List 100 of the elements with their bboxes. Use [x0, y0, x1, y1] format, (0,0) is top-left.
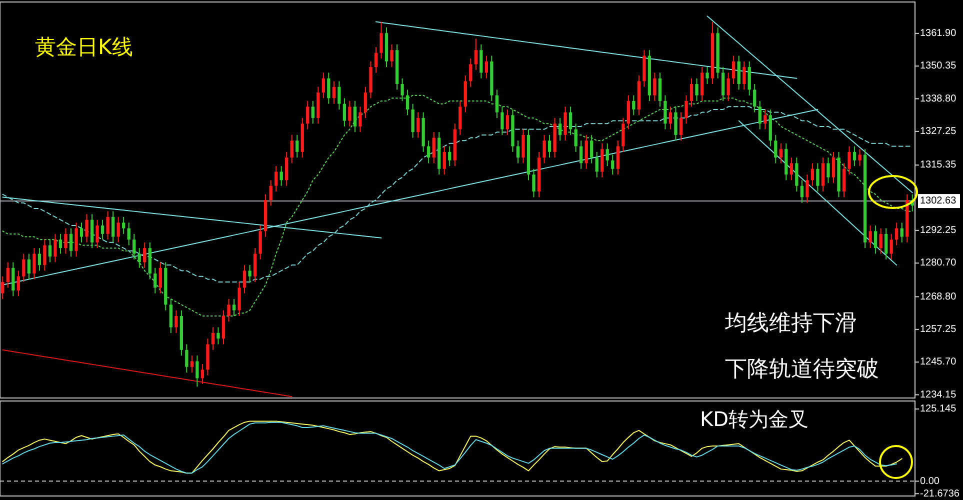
- candlestick: [868, 224, 872, 249]
- candlestick: [890, 233, 893, 260]
- candlestick: [342, 98, 346, 127]
- candlestick: [306, 100, 310, 130]
- candlestick: [338, 80, 341, 110]
- candlestick: [274, 166, 278, 192]
- candlestick: [116, 216, 120, 243]
- candlestick: [664, 94, 667, 130]
- annotation: 下降轨道待突破: [725, 357, 879, 382]
- y-tick-label: 1361.90: [920, 28, 957, 40]
- candlestick: [43, 239, 46, 272]
- candlestick: [706, 66, 709, 85]
- candlestick: [679, 112, 683, 142]
- candlestick: [364, 86, 368, 118]
- candlestick: [668, 106, 672, 130]
- candlestick: [732, 55, 736, 85]
- candlestick: [390, 44, 394, 68]
- candlestick: [548, 134, 552, 158]
- candlestick: [721, 66, 725, 102]
- candlestick: [806, 174, 809, 204]
- candlestick: [32, 248, 36, 280]
- candlestick: [742, 60, 746, 90]
- candlestick: [253, 248, 257, 283]
- candlestick: [242, 264, 246, 294]
- y-tick-label: 1257.25: [920, 324, 957, 336]
- candlestick: [584, 134, 588, 170]
- candlestick: [411, 103, 414, 138]
- candlestick: [590, 134, 594, 164]
- candlestick: [80, 222, 84, 243]
- candlestick: [27, 253, 30, 280]
- candlestick: [74, 222, 78, 258]
- y-tick-label: -21.6736: [920, 488, 960, 500]
- candlestick: [580, 140, 583, 170]
- candlestick: [322, 72, 325, 99]
- candlestick: [658, 72, 662, 108]
- y-tick-label: 125.145: [920, 404, 957, 415]
- candlestick: [900, 222, 904, 243]
- y-tick-label: 1350.35: [920, 60, 957, 72]
- candlestick: [522, 128, 525, 164]
- candlestick: [448, 146, 452, 167]
- candlestick: [22, 253, 26, 283]
- candlestick: [154, 267, 157, 294]
- candlestick: [852, 146, 856, 167]
- annotation: 均线维持下滑: [724, 311, 857, 336]
- candlestick: [895, 222, 898, 246]
- candlestick: [174, 310, 178, 334]
- candlestick: [48, 239, 52, 263]
- candlestick: [432, 132, 436, 164]
- candlestick: [248, 264, 252, 283]
- candlestick: [611, 154, 614, 176]
- candlestick: [427, 140, 430, 164]
- candlestick: [653, 72, 656, 102]
- candlestick: [700, 66, 704, 102]
- candlestick: [632, 94, 636, 116]
- candlestick: [474, 38, 478, 70]
- candlestick: [406, 89, 410, 116]
- candlestick: [58, 233, 62, 254]
- y-tick-label: 0.00: [920, 476, 940, 487]
- candlestick: [90, 214, 94, 249]
- y-tick-label: 1234.15: [920, 389, 957, 400]
- candlestick: [311, 100, 314, 124]
- candlestick: [1, 276, 4, 300]
- candlestick: [564, 106, 567, 142]
- candlestick: [748, 60, 751, 96]
- candlestick: [842, 162, 846, 198]
- candlestick: [626, 94, 630, 130]
- candlestick: [96, 219, 99, 249]
- candlestick: [821, 157, 825, 192]
- candlestick: [500, 106, 504, 136]
- candlestick: [216, 326, 220, 345]
- candlestick: [832, 151, 836, 184]
- candlestick: [380, 21, 383, 60]
- candlestick: [280, 166, 283, 186]
- candlestick: [764, 108, 767, 130]
- candlestick: [111, 210, 115, 243]
- candlestick: [879, 228, 882, 254]
- candlestick: [758, 100, 762, 130]
- candlestick: [622, 117, 625, 152]
- y-tick-label: 1327.25: [920, 126, 957, 138]
- candlestick: [85, 214, 88, 243]
- candlestick: [327, 72, 330, 104]
- candlestick: [737, 55, 740, 90]
- candlestick: [12, 262, 15, 297]
- candlestick: [122, 216, 126, 234]
- candlestick: [158, 262, 162, 294]
- candlestick: [416, 112, 420, 138]
- candlestick: [774, 134, 778, 164]
- candlestick: [690, 78, 694, 108]
- candlestick: [532, 168, 536, 198]
- candlestick: [858, 148, 862, 167]
- line-series: [2, 349, 292, 398]
- candlestick: [232, 298, 236, 316]
- candlestick: [595, 151, 598, 178]
- candlestick: [190, 355, 194, 374]
- candlestick: [516, 140, 520, 164]
- candlestick: [800, 180, 804, 204]
- y-tick-label: 1280.70: [920, 258, 957, 269]
- candlestick: [69, 228, 73, 258]
- candlestick: [542, 134, 546, 164]
- candlestick: [506, 108, 510, 136]
